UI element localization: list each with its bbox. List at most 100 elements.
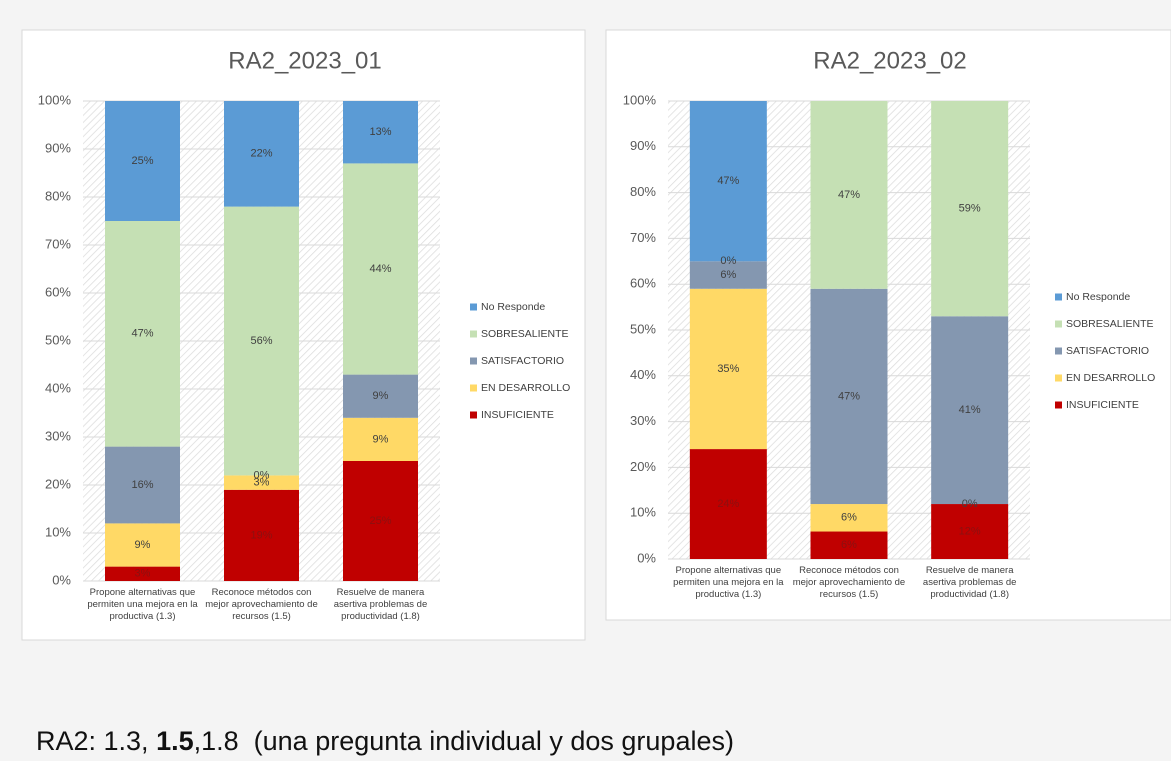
- y-tick-label: 90%: [630, 138, 656, 153]
- bar-segment: [105, 101, 180, 221]
- x-tick-label-box: Resuelve de manera asertiva problemas de…: [333, 587, 428, 622]
- value-label: 6%: [720, 269, 736, 281]
- caption-text: RA2: 1.3,: [36, 726, 157, 756]
- caption-bold: 1.5: [156, 726, 194, 756]
- bar-segment: [931, 101, 1009, 317]
- value-label: 47%: [717, 175, 739, 187]
- x-tick-label: Resuelve de manera asertiva problemas de…: [333, 587, 428, 622]
- value-label: 47%: [838, 390, 860, 402]
- value-label: 56%: [250, 335, 272, 347]
- legend-swatch: [1055, 320, 1062, 328]
- bar-segment: [931, 504, 1009, 559]
- y-tick-label: 20%: [45, 476, 71, 491]
- bar-segment: [224, 206, 299, 476]
- bar-segment: [224, 101, 299, 207]
- value-label: 19%: [250, 529, 272, 541]
- value-label: 0%: [720, 255, 736, 267]
- value-label: 47%: [838, 189, 860, 201]
- value-label: 9%: [373, 390, 389, 402]
- legend-swatch: [1055, 347, 1062, 355]
- x-tick-label-box: Reconoce métodos con mejor aprovechamien…: [205, 587, 318, 622]
- bar-segment: [810, 504, 888, 532]
- bar-segment: [105, 221, 180, 447]
- value-labels: 3%9%16%47%25%19%3%0%56%22%25%9%9%44%13%: [131, 126, 391, 580]
- value-label: 16%: [131, 479, 153, 491]
- y-tick-label: 40%: [45, 380, 71, 395]
- x-tick-label-box: Reconoce métodos con mejor aprovechamien…: [792, 565, 906, 600]
- bar-segment: [810, 101, 888, 289]
- value-label: 9%: [373, 433, 389, 445]
- legend-swatch: [1055, 293, 1062, 301]
- x-tick-label-box: Propone alternativas que permiten una me…: [87, 587, 198, 622]
- bar-segment: [689, 261, 767, 289]
- bar-segment: [224, 489, 299, 581]
- legend-label: SATISFACTORIO: [1066, 345, 1149, 357]
- legend-swatch: [470, 384, 477, 392]
- charts: RA2_2023_01 RA2_2023_02 0% 10% 20% 30% 40% 50…: [21, 29, 1171, 641]
- legend-label: SOBRESALIENTE: [481, 328, 569, 340]
- bar-segment: [105, 523, 180, 567]
- y-tick-label: 10%: [630, 505, 656, 520]
- y-tick-label: 60%: [45, 284, 71, 299]
- legend-label: No Responde: [1066, 291, 1130, 303]
- x-tick-label: Resuelve de manera asertiva problemas de…: [922, 565, 1017, 600]
- legend-swatch: [470, 411, 477, 419]
- bar-segment: [343, 461, 418, 581]
- value-label: 9%: [135, 539, 151, 551]
- y-tick-label: 20%: [630, 459, 656, 474]
- y-tick-label: 0%: [637, 550, 656, 565]
- legend-label: INSUFICIENTE: [481, 409, 554, 421]
- legend-swatch: [470, 330, 477, 338]
- caption: RA2: 1.3, 1.5,1.8 (una pregunta individu…: [36, 726, 734, 757]
- chart-title: RA2_2023_02: [813, 47, 966, 74]
- x-tick-label: Propone alternativas que permiten una me…: [87, 587, 198, 622]
- y-tick-label: 80%: [45, 188, 71, 203]
- y-tick-label: 30%: [630, 413, 656, 428]
- bars: [105, 101, 418, 581]
- bar-segment: [810, 288, 888, 505]
- y-tick-label: 90%: [45, 140, 71, 155]
- legend-label: EN DESARROLLO: [481, 382, 570, 394]
- y-tick-label: 40%: [630, 367, 656, 382]
- y-tick-label: 70%: [45, 236, 71, 251]
- bar-segment: [689, 288, 767, 450]
- bar-segment: [105, 446, 180, 524]
- y-tick-label: 60%: [630, 276, 656, 291]
- value-labels: 24% 35% 6% 0% 47% 6% 6% 47% 47% 12% 0% 41% 59%: [717, 175, 981, 551]
- value-label: 22%: [250, 148, 272, 160]
- bar-segment: [931, 316, 1009, 505]
- y-tick-label: 0%: [52, 572, 71, 587]
- bar-segment: [343, 101, 418, 164]
- y-tick-label: 50%: [630, 321, 656, 336]
- value-label: 25%: [369, 515, 391, 527]
- x-tick-label-box: Resuelve de manera asertiva problemas de…: [922, 565, 1017, 600]
- x-tick-label: Reconoce métodos con mejor aprovechamien…: [205, 587, 318, 622]
- legend-swatch: [470, 303, 477, 311]
- y-tick-label: 70%: [630, 230, 656, 245]
- y-tick-label: 10%: [45, 524, 71, 539]
- legend-label: EN DESARROLLO: [1066, 372, 1155, 384]
- value-label: 13%: [369, 126, 391, 138]
- bar-segment: [343, 163, 418, 375]
- value-label: 44%: [369, 263, 391, 275]
- value-label: 0%: [962, 498, 978, 510]
- bar-segment: [224, 475, 299, 490]
- value-label: 6%: [841, 539, 857, 551]
- legend-label: No Responde: [481, 301, 545, 313]
- value-label: 12%: [959, 525, 981, 537]
- value-label: 41%: [959, 404, 981, 416]
- chart-title: RA2_2023_01: [228, 47, 381, 74]
- x-tick-label: Propone alternativas que permiten una me…: [673, 565, 784, 600]
- value-label: 3%: [254, 477, 270, 489]
- y-tick-label: 80%: [630, 184, 656, 199]
- value-label: 24%: [717, 498, 739, 510]
- y-tick-label: 50%: [45, 332, 71, 347]
- legend-label: SOBRESALIENTE: [1066, 318, 1154, 330]
- value-label: 59%: [959, 203, 981, 215]
- legend-label: INSUFICIENTE: [1066, 399, 1139, 411]
- value-label: 35%: [717, 363, 739, 375]
- y-tick-label: 30%: [45, 428, 71, 443]
- bar-segment: [105, 566, 180, 581]
- x-tick-label: Reconoce métodos con mejor aprovechamien…: [792, 565, 906, 600]
- bar-segment: [343, 374, 418, 418]
